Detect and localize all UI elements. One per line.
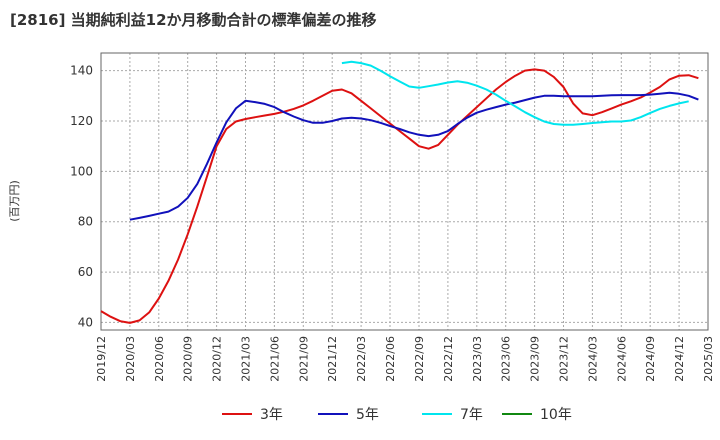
x-tick-label: 2022/09 (413, 336, 426, 382)
x-axis: 2019/12 2020/03 2020/06 2020/09 2020/12 2021/… (95, 336, 715, 382)
x-tick-label: 2024/03 (586, 336, 599, 382)
x-tick-label: 2025/03 (702, 336, 715, 382)
series-line-5年 (129, 91, 699, 221)
x-tick-label: 2024/12 (673, 336, 686, 382)
y-tick-label: 80 (78, 215, 93, 229)
y-tick-label: 40 (78, 315, 93, 329)
x-tick-label: 2021/09 (297, 336, 310, 382)
series-lines (100, 60, 699, 324)
plot-area (100, 52, 709, 331)
x-tick-label: 2023/03 (471, 336, 484, 382)
y-tick-label: 140 (70, 64, 93, 78)
chart-title: [2816] 当期純利益12か月移動合計の標準偏差の推移 (10, 11, 377, 29)
x-tick-label: 2022/06 (384, 336, 397, 382)
x-tick-label: 2023/09 (529, 336, 542, 382)
y-tick-label: 60 (78, 265, 93, 279)
legend-label: 10年 (540, 407, 572, 423)
x-tick-label: 2021/12 (326, 336, 339, 382)
x-tick-label: 2024/09 (644, 336, 657, 382)
legend-item: 10年 (502, 407, 572, 423)
y-axis-label: (百万円) (8, 180, 21, 222)
x-tick-label: 2020/06 (153, 336, 166, 382)
legend-label: 3年 (260, 407, 283, 423)
x-tick-label: 2023/06 (500, 336, 513, 382)
x-tick-label: 2020/03 (124, 336, 137, 382)
x-tick-label: 2021/03 (240, 336, 253, 382)
legend-item: 5年 (318, 407, 379, 423)
x-tick-label: 2022/12 (442, 336, 455, 382)
legend-label: 7年 (460, 407, 483, 423)
x-tick-label: 2020/12 (211, 336, 224, 382)
x-tick-label: 2019/12 (95, 336, 108, 382)
legend-item: 3年 (222, 407, 283, 423)
series-line-3年 (100, 68, 699, 324)
legend-item: 7年 (422, 407, 483, 423)
legend-label: 5年 (356, 407, 379, 423)
series-line-7年 (341, 60, 689, 126)
x-tick-label: 2021/06 (268, 336, 281, 382)
y-tick-label: 120 (70, 114, 93, 128)
x-tick-label: 2020/09 (182, 336, 195, 382)
y-tick-label: 100 (70, 164, 93, 178)
x-tick-label: 2023/12 (558, 336, 571, 382)
y-axis: 40 60 80 100 120 140 (70, 64, 93, 330)
legend: 3年 5年 7年 10年 (222, 407, 572, 423)
x-tick-label: 2024/06 (615, 336, 628, 382)
grid-lines (100, 53, 709, 330)
x-tick-label: 2022/03 (355, 336, 368, 382)
